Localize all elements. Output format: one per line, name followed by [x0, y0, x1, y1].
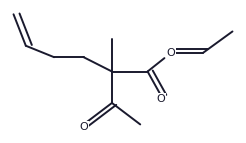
Text: O: O: [79, 122, 88, 132]
Text: O: O: [157, 94, 166, 104]
Text: O: O: [167, 48, 175, 58]
